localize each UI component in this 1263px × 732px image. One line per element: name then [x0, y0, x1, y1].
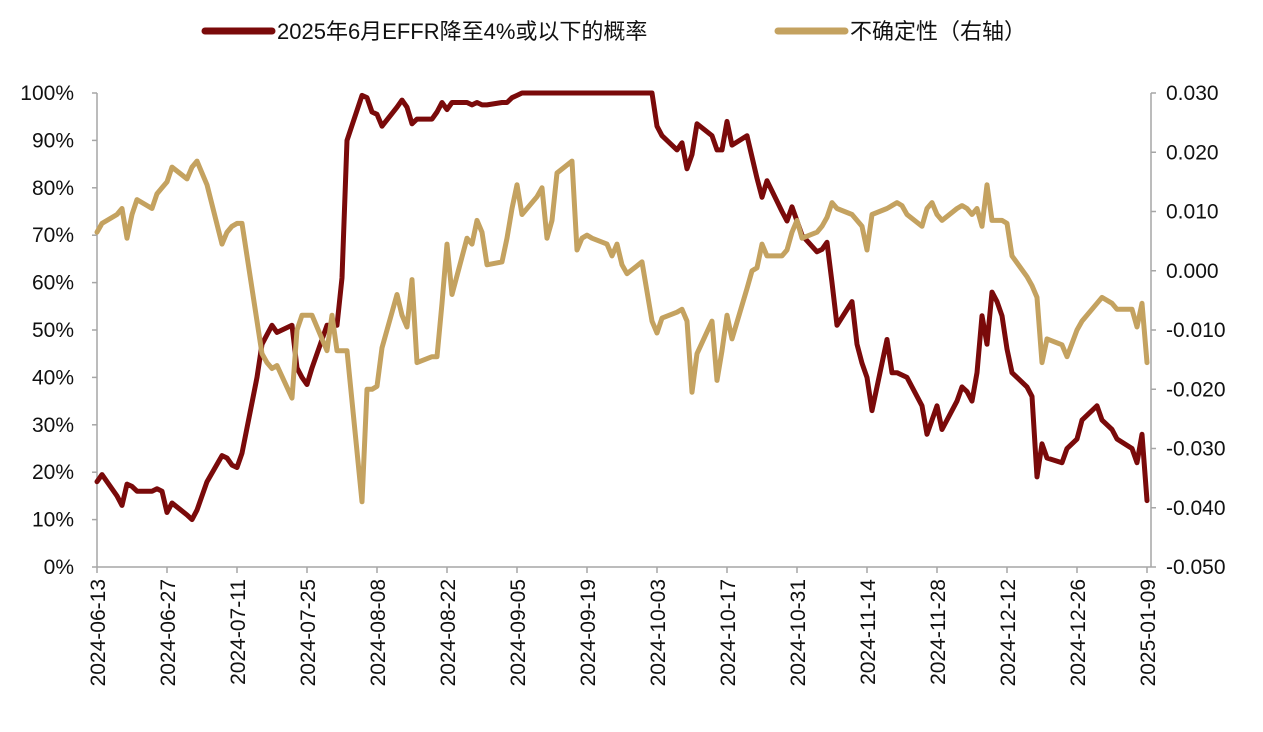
probability-series-line	[94, 90, 1150, 523]
right-y-tick-label: -0.050	[1166, 556, 1226, 579]
left-y-tick-label: 40%	[32, 366, 74, 389]
x-tick-label: 2024-11-28	[927, 579, 950, 685]
x-tick-label: 2024-07-25	[297, 579, 320, 686]
x-tick-label: 2024-10-17	[717, 579, 740, 686]
right-y-tick-label: 0.010	[1166, 201, 1219, 224]
left-y-tick-label: 0%	[44, 556, 74, 579]
right-y-tick-label: -0.040	[1166, 497, 1226, 520]
right-y-tick-label: -0.010	[1166, 319, 1226, 342]
series-layer	[94, 90, 1150, 523]
x-tick-label: 2024-07-11	[227, 579, 250, 685]
x-tick-label: 2024-10-03	[647, 579, 670, 686]
left-y-tick-label: 30%	[32, 414, 74, 437]
right-y-tick-label: 0.000	[1166, 260, 1219, 283]
right-y-tick-label: -0.020	[1166, 378, 1226, 401]
uncertainty-series-line	[94, 158, 1150, 505]
left-y-tick-label: 90%	[32, 129, 74, 152]
legend-label-probability: 2025年6月EFFR降至4%或以下的概率	[277, 19, 647, 44]
x-tick-label: 2024-06-27	[157, 579, 180, 686]
x-tick-label: 2024-10-31	[787, 579, 810, 686]
legend-label-uncertainty: 不确定性（右轴）	[850, 19, 1026, 44]
x-tick-label: 2024-09-05	[507, 579, 530, 686]
right-y-tick-label: 0.020	[1166, 141, 1219, 164]
x-tick-label: 2024-08-22	[437, 579, 460, 686]
x-tick-label: 2024-09-19	[577, 579, 600, 686]
left-y-tick-label: 60%	[32, 272, 74, 295]
axes: 0% 10% 20% 30% 40% 50% 60% 70% 80% 90% 100% -0.050 -…	[20, 82, 1225, 686]
legend: 2025年6月EFFR降至4%或以下的概率 不确定性（右轴）	[201, 19, 1026, 44]
left-y-tick-label: 20%	[32, 461, 74, 484]
x-tick-label: 2024-12-12	[997, 579, 1020, 686]
left-y-tick-label: 50%	[32, 319, 74, 342]
right-y-tick-label: 0.030	[1166, 82, 1219, 105]
x-tick-label: 2024-12-26	[1067, 579, 1090, 686]
x-tick-label: 2024-11-14	[857, 579, 880, 685]
left-y-tick-label: 80%	[32, 177, 74, 200]
left-y-tick-label: 70%	[32, 224, 74, 247]
left-y-tick-label: 10%	[32, 509, 74, 532]
right-y-tick-label: -0.030	[1166, 438, 1226, 461]
x-tick-label: 2024-06-13	[87, 579, 110, 686]
x-tick-label: 2025-01-09	[1137, 579, 1160, 686]
left-y-tick-label: 100%	[20, 82, 74, 105]
x-tick-label: 2024-08-08	[367, 579, 390, 686]
